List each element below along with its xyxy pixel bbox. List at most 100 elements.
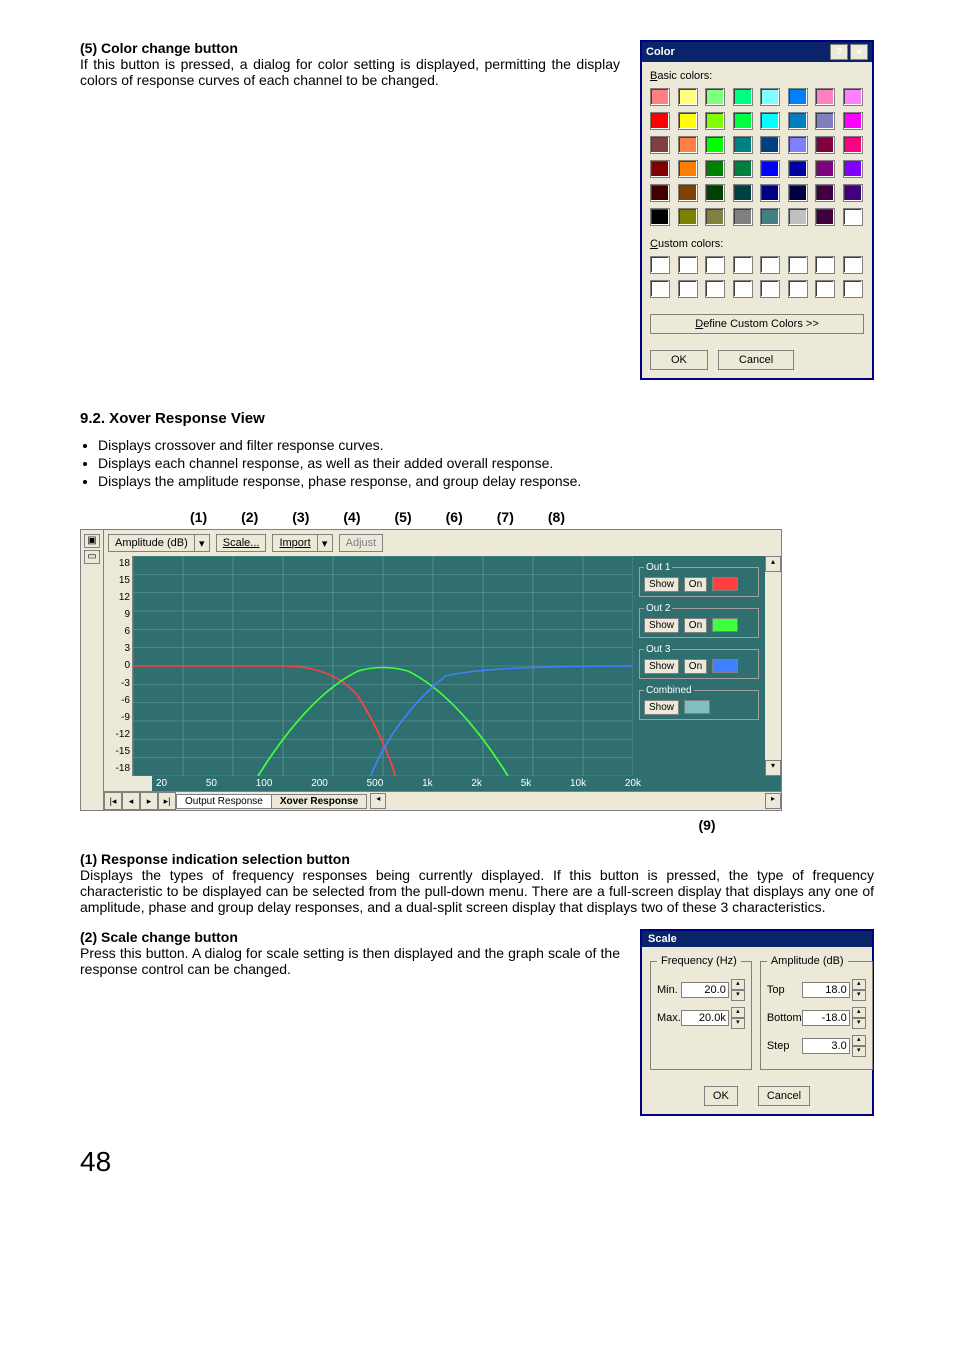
color-swatch[interactable] [760, 136, 780, 154]
color-swatch[interactable] [760, 88, 780, 106]
color-swatch[interactable] [650, 208, 670, 226]
color-swatch[interactable] [678, 136, 698, 154]
custom-color-swatch[interactable] [788, 256, 808, 274]
tab-xover-response[interactable]: Xover Response [271, 794, 367, 809]
custom-color-swatch[interactable] [815, 280, 835, 298]
spin-up-icon[interactable]: ▴ [731, 979, 745, 990]
color-swatch[interactable] [678, 88, 698, 106]
custom-color-swatch[interactable] [760, 256, 780, 274]
spin-down-icon[interactable]: ▾ [852, 990, 866, 1001]
scroll-left-icon[interactable]: ◂ [370, 793, 386, 809]
custom-color-swatch[interactable] [843, 280, 863, 298]
color-swatch[interactable] [678, 208, 698, 226]
color-swatch[interactable] [650, 184, 670, 202]
scroll-up-icon[interactable]: ▴ [765, 556, 781, 572]
color-swatch[interactable] [733, 136, 753, 154]
chevron-down-icon[interactable]: ▾ [317, 535, 332, 551]
define-custom-colors-button[interactable]: Define Custom Colors >> [650, 314, 864, 334]
out1-on-button[interactable]: On [684, 577, 707, 592]
custom-color-swatch[interactable] [733, 256, 753, 274]
custom-color-swatch[interactable] [788, 280, 808, 298]
color-swatch[interactable] [733, 208, 753, 226]
scale-cancel-button[interactable]: Cancel [758, 1086, 810, 1106]
color-swatch[interactable] [788, 160, 808, 178]
close-icon[interactable]: × [850, 44, 868, 60]
spin-down-icon[interactable]: ▾ [731, 990, 745, 1001]
custom-color-swatch[interactable] [705, 256, 725, 274]
color-swatch[interactable] [815, 136, 835, 154]
color-swatch[interactable] [705, 208, 725, 226]
spin-up-icon[interactable]: ▴ [852, 979, 866, 990]
color-swatch[interactable] [678, 184, 698, 202]
amp-step-input[interactable] [802, 1038, 850, 1054]
color-swatch[interactable] [705, 136, 725, 154]
color-swatch[interactable] [678, 160, 698, 178]
color-swatch[interactable] [650, 88, 670, 106]
scroll-right-icon[interactable]: ▸ [765, 793, 781, 809]
color-swatch[interactable] [815, 88, 835, 106]
tab-nav-last-icon[interactable]: ▸| [158, 792, 176, 810]
tab-output-response[interactable]: Output Response [176, 794, 272, 809]
color-swatch[interactable] [788, 136, 808, 154]
color-swatch[interactable] [760, 184, 780, 202]
color-cancel-button[interactable]: Cancel [718, 350, 794, 370]
color-swatch[interactable] [705, 184, 725, 202]
color-swatch[interactable] [843, 136, 863, 154]
scale-button[interactable]: Scale... [216, 534, 267, 552]
color-swatch[interactable] [705, 112, 725, 130]
spin-up-icon[interactable]: ▴ [852, 1035, 866, 1046]
scroll-down-icon[interactable]: ▾ [765, 760, 781, 776]
custom-color-swatch[interactable] [650, 256, 670, 274]
freq-max-input[interactable] [681, 1010, 729, 1026]
spin-up-icon[interactable]: ▴ [731, 1007, 745, 1018]
amp-top-input[interactable] [802, 982, 850, 998]
scale-ok-button[interactable]: OK [704, 1086, 738, 1106]
horizontal-scrollbar[interactable]: ◂ ▸ [370, 793, 781, 809]
out2-on-button[interactable]: On [684, 618, 707, 633]
spin-down-icon[interactable]: ▾ [731, 1018, 745, 1029]
color-swatch[interactable] [650, 160, 670, 178]
color-swatch[interactable] [815, 184, 835, 202]
tab-nav-prev-icon[interactable]: ◂ [122, 792, 140, 810]
color-swatch[interactable] [760, 112, 780, 130]
spin-up-icon[interactable]: ▴ [852, 1007, 866, 1018]
response-type-dropdown[interactable]: Amplitude (dB) ▾ [108, 534, 210, 552]
custom-color-swatch[interactable] [815, 256, 835, 274]
import-dropdown[interactable]: Import ▾ [272, 534, 332, 552]
color-swatch[interactable] [843, 88, 863, 106]
custom-color-swatch[interactable] [705, 280, 725, 298]
out2-show-button[interactable]: Show [644, 618, 679, 633]
out3-show-button[interactable]: Show [644, 659, 679, 674]
color-swatch[interactable] [733, 112, 753, 130]
color-swatch[interactable] [788, 208, 808, 226]
spin-down-icon[interactable]: ▾ [852, 1018, 866, 1029]
color-swatch[interactable] [733, 184, 753, 202]
out3-on-button[interactable]: On [684, 659, 707, 674]
color-swatch[interactable] [788, 184, 808, 202]
amp-bottom-input[interactable] [802, 1010, 850, 1026]
color-swatch[interactable] [788, 112, 808, 130]
spin-down-icon[interactable]: ▾ [852, 1046, 866, 1057]
custom-color-swatch[interactable] [650, 280, 670, 298]
color-swatch[interactable] [788, 88, 808, 106]
color-swatch[interactable] [843, 208, 863, 226]
color-swatch[interactable] [650, 136, 670, 154]
color-swatch[interactable] [815, 112, 835, 130]
color-swatch[interactable] [733, 88, 753, 106]
chevron-down-icon[interactable]: ▾ [194, 535, 209, 551]
out1-color-swatch[interactable] [712, 577, 738, 591]
color-swatch[interactable] [843, 184, 863, 202]
tab-nav-first-icon[interactable]: |◂ [104, 792, 122, 810]
expand-icon[interactable]: ▣ [84, 534, 100, 548]
collapse-icon[interactable]: ▭ [84, 550, 100, 564]
custom-color-swatch[interactable] [733, 280, 753, 298]
custom-color-swatch[interactable] [678, 256, 698, 274]
color-swatch[interactable] [733, 160, 753, 178]
combined-show-button[interactable]: Show [644, 700, 679, 715]
out3-color-swatch[interactable] [712, 659, 738, 673]
color-swatch[interactable] [843, 160, 863, 178]
custom-color-swatch[interactable] [843, 256, 863, 274]
vertical-scrollbar[interactable]: ▴ ▾ [765, 556, 781, 776]
color-swatch[interactable] [843, 112, 863, 130]
color-swatch[interactable] [815, 160, 835, 178]
